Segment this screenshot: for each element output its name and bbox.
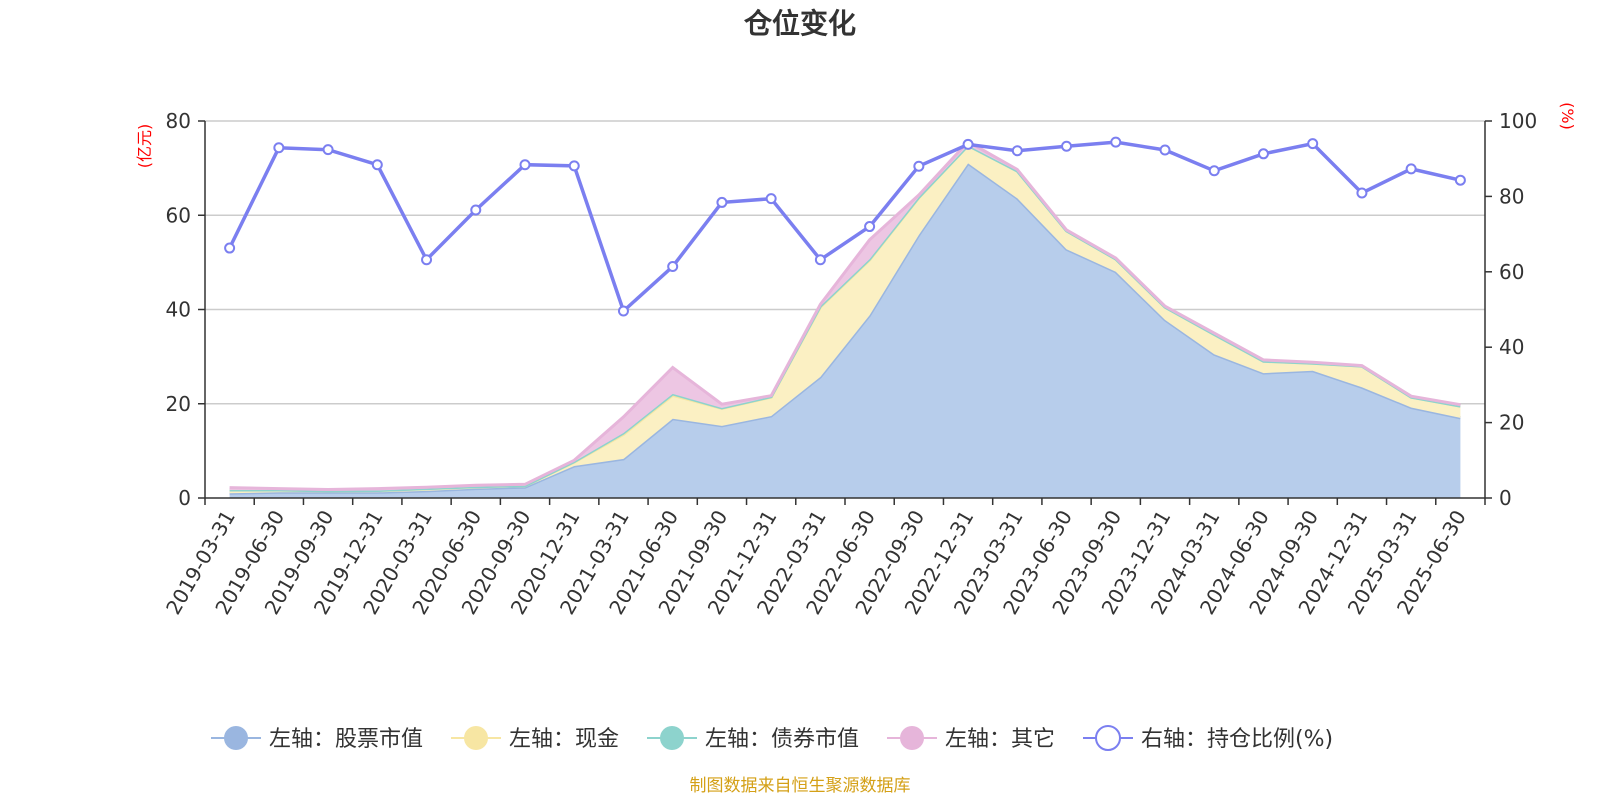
- legend: 左轴：股票市值 左轴：现金 左轴：债券市值 左轴：其它 右轴：持仓比例(%): [211, 725, 1333, 752]
- area-9ab6e0: [229, 163, 1461, 498]
- ratio-point: [1405, 163, 1417, 175]
- ratio-point: [1454, 174, 1466, 186]
- ratio-line-path: [228, 140, 1461, 315]
- ratio-point: [470, 204, 482, 216]
- ratio-point: [1307, 138, 1319, 150]
- right-tick-label: 100: [1499, 109, 1537, 133]
- area-f7e6a3: [229, 145, 1461, 494]
- area-edge-line: [229, 139, 1461, 492]
- ratio-point: [617, 305, 629, 317]
- legend-item: 左轴：债券市值: [647, 726, 859, 752]
- legend-item: 左轴：股票市值: [211, 726, 423, 752]
- legend-label: 左轴：其它: [945, 727, 1055, 752]
- legend-item: 左轴：现金: [451, 726, 619, 752]
- right-tick-label: 0: [1499, 486, 1512, 510]
- left-axis-unit: (亿元): [135, 124, 154, 169]
- legend-marker-icon: [1095, 725, 1121, 751]
- legend-marker-icon: [660, 726, 684, 750]
- left-tick-label: 60: [166, 203, 191, 227]
- legend-item: 左轴：其它: [887, 726, 1055, 752]
- right-tick-label: 20: [1499, 411, 1524, 435]
- right-tick-label: 40: [1499, 335, 1524, 359]
- legend-item: 右轴：持仓比例(%): [1083, 725, 1333, 752]
- legend-marker-icon: [464, 726, 488, 750]
- ratio-point: [273, 142, 285, 154]
- ratio-point: [913, 160, 925, 172]
- left-tick-label: 0: [178, 486, 191, 510]
- right-axis-unit: (%): [1558, 102, 1577, 130]
- ratio-point: [1011, 145, 1023, 157]
- ratio-point: [421, 254, 433, 266]
- left-tick-label: 80: [166, 109, 191, 133]
- ratio-point: [1061, 140, 1073, 152]
- source-note: 制图数据来自恒生聚源数据库: [690, 776, 911, 796]
- ratio-point: [1159, 144, 1171, 156]
- legend-marker-icon: [224, 726, 248, 750]
- left-tick-label: 20: [166, 392, 191, 416]
- legend-label: 左轴：债券市值: [705, 727, 859, 752]
- ratio-point: [864, 221, 876, 233]
- legend-marker-icon: [900, 726, 924, 750]
- right-tick-label: 80: [1499, 184, 1524, 208]
- ratio-point: [667, 261, 679, 273]
- ratio-point: [716, 196, 728, 208]
- right-tick-label: 60: [1499, 260, 1524, 284]
- ratio-point: [1110, 136, 1122, 148]
- ratio-point: [814, 254, 826, 266]
- ratio-line: [224, 136, 1466, 317]
- ratio-point: [962, 138, 974, 150]
- ratio-point: [224, 242, 236, 254]
- ratio-point: [765, 193, 777, 205]
- ratio-point: [1208, 165, 1220, 177]
- chart-title: 仓位变化: [744, 7, 856, 40]
- ratio-point: [519, 159, 531, 171]
- ratio-point: [1356, 187, 1368, 199]
- ratio-point: [371, 159, 383, 171]
- stacked-areas: [229, 139, 1461, 498]
- ratio-point: [1257, 148, 1269, 160]
- ratio-point: [322, 144, 334, 156]
- legend-label: 左轴：现金: [509, 727, 619, 752]
- left-tick-label: 40: [166, 298, 191, 322]
- legend-label: 右轴：持仓比例(%): [1141, 727, 1333, 752]
- ratio-point: [568, 160, 580, 172]
- legend-label: 左轴：股票市值: [269, 727, 423, 752]
